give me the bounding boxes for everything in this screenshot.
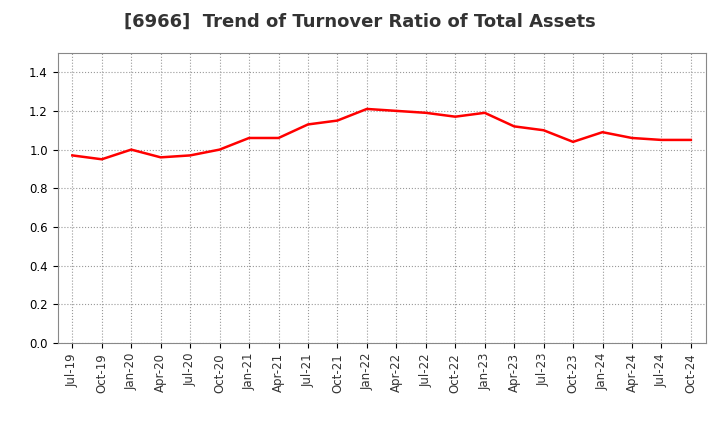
Text: [6966]  Trend of Turnover Ratio of Total Assets: [6966] Trend of Turnover Ratio of Total …	[124, 13, 596, 31]
